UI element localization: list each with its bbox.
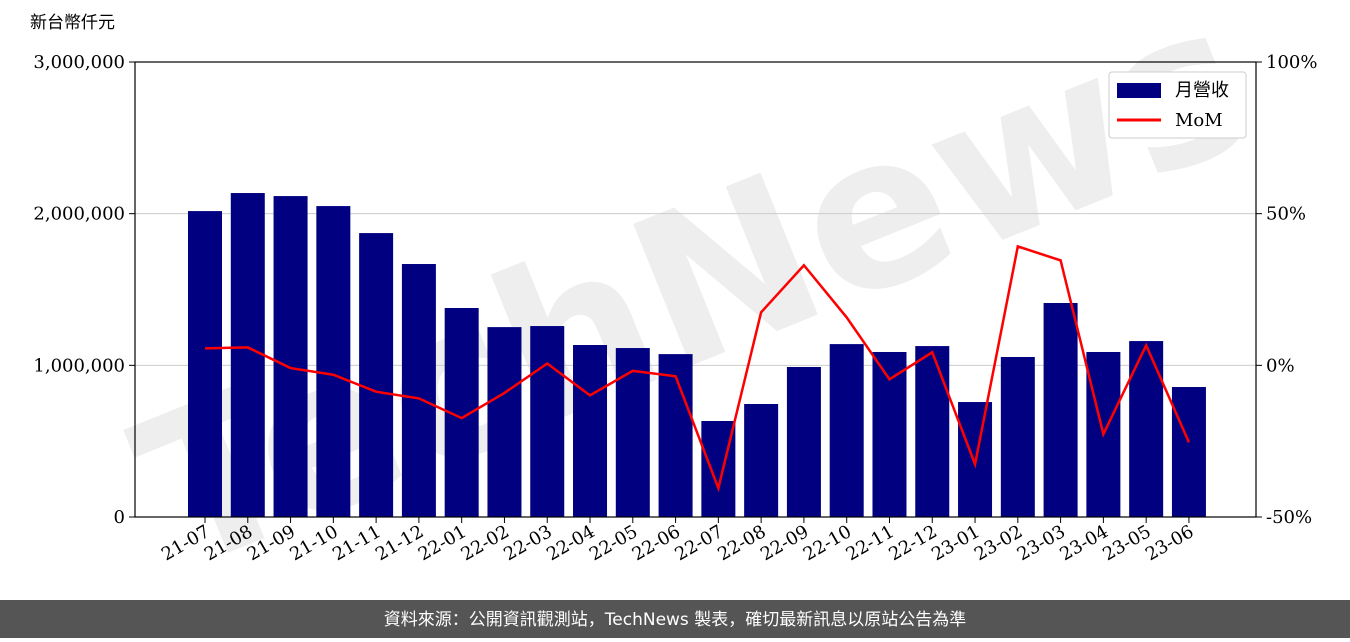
x-tick-label: 23-05	[1099, 521, 1154, 565]
footer-bar	[0, 600, 1350, 638]
bar	[1043, 302, 1078, 517]
bar	[573, 345, 608, 517]
x-tick-label: 22-09	[757, 521, 812, 565]
plot-frame	[134, 61, 1257, 518]
legend-label: 月營收	[1175, 80, 1229, 101]
x-tick-label: 22-07	[671, 521, 726, 565]
bar	[1000, 356, 1035, 517]
x-tick-label: 22-11	[843, 521, 898, 565]
x-tick-label: 22-10	[800, 521, 855, 565]
bar	[401, 264, 436, 517]
bar	[530, 326, 565, 517]
bar	[829, 344, 864, 517]
bar	[230, 193, 265, 518]
y2-tick-label: 50%	[1266, 204, 1306, 225]
bar	[872, 351, 907, 517]
bar	[273, 196, 308, 517]
x-tick-label: 23-06	[1142, 521, 1197, 565]
bar	[786, 367, 821, 517]
bar	[359, 233, 394, 517]
x-tick-label: 22-06	[629, 521, 684, 565]
line	[204, 244, 1191, 493]
x-tick-label: 22-03	[500, 521, 555, 565]
x-tick-label: 22-12	[885, 521, 940, 565]
y-axis-label: 新台幣仟元	[30, 13, 115, 33]
bar	[744, 404, 779, 517]
y-tick-label: 2,000,000	[33, 204, 125, 225]
y-tick-label: 1,000,000	[33, 355, 125, 376]
y2-tick-label: 100%	[1266, 52, 1317, 73]
x-tick-label: 23-01	[928, 521, 983, 565]
footer: 資料來源：公開資訊觀測站，TechNews 製表，確切最新訊息以原站公告為準	[384, 610, 966, 630]
x-tick-label: 22-02	[458, 521, 513, 565]
bar	[1171, 387, 1206, 517]
y-tick-label: 0	[114, 507, 125, 528]
x-tick-label: 23-04	[1056, 521, 1111, 565]
y-tick-label: 3,000,000	[33, 52, 125, 73]
legend-swatch	[1117, 83, 1161, 98]
bar	[316, 206, 351, 518]
bar	[658, 354, 693, 517]
bar	[915, 346, 950, 517]
x-tick-label: 22-05	[586, 521, 641, 565]
bar	[487, 327, 522, 517]
y2-tick-label: -50%	[1266, 507, 1312, 528]
x-tick-label: 22-04	[543, 521, 598, 565]
y2-tick-label: 0%	[1266, 355, 1295, 376]
x-tick-label: 22-08	[714, 521, 769, 565]
x-tick-label: 23-03	[1014, 521, 1069, 565]
bar	[188, 211, 222, 518]
x-tick-label: 23-02	[971, 521, 1026, 565]
legend-label: MoM	[1175, 110, 1223, 131]
